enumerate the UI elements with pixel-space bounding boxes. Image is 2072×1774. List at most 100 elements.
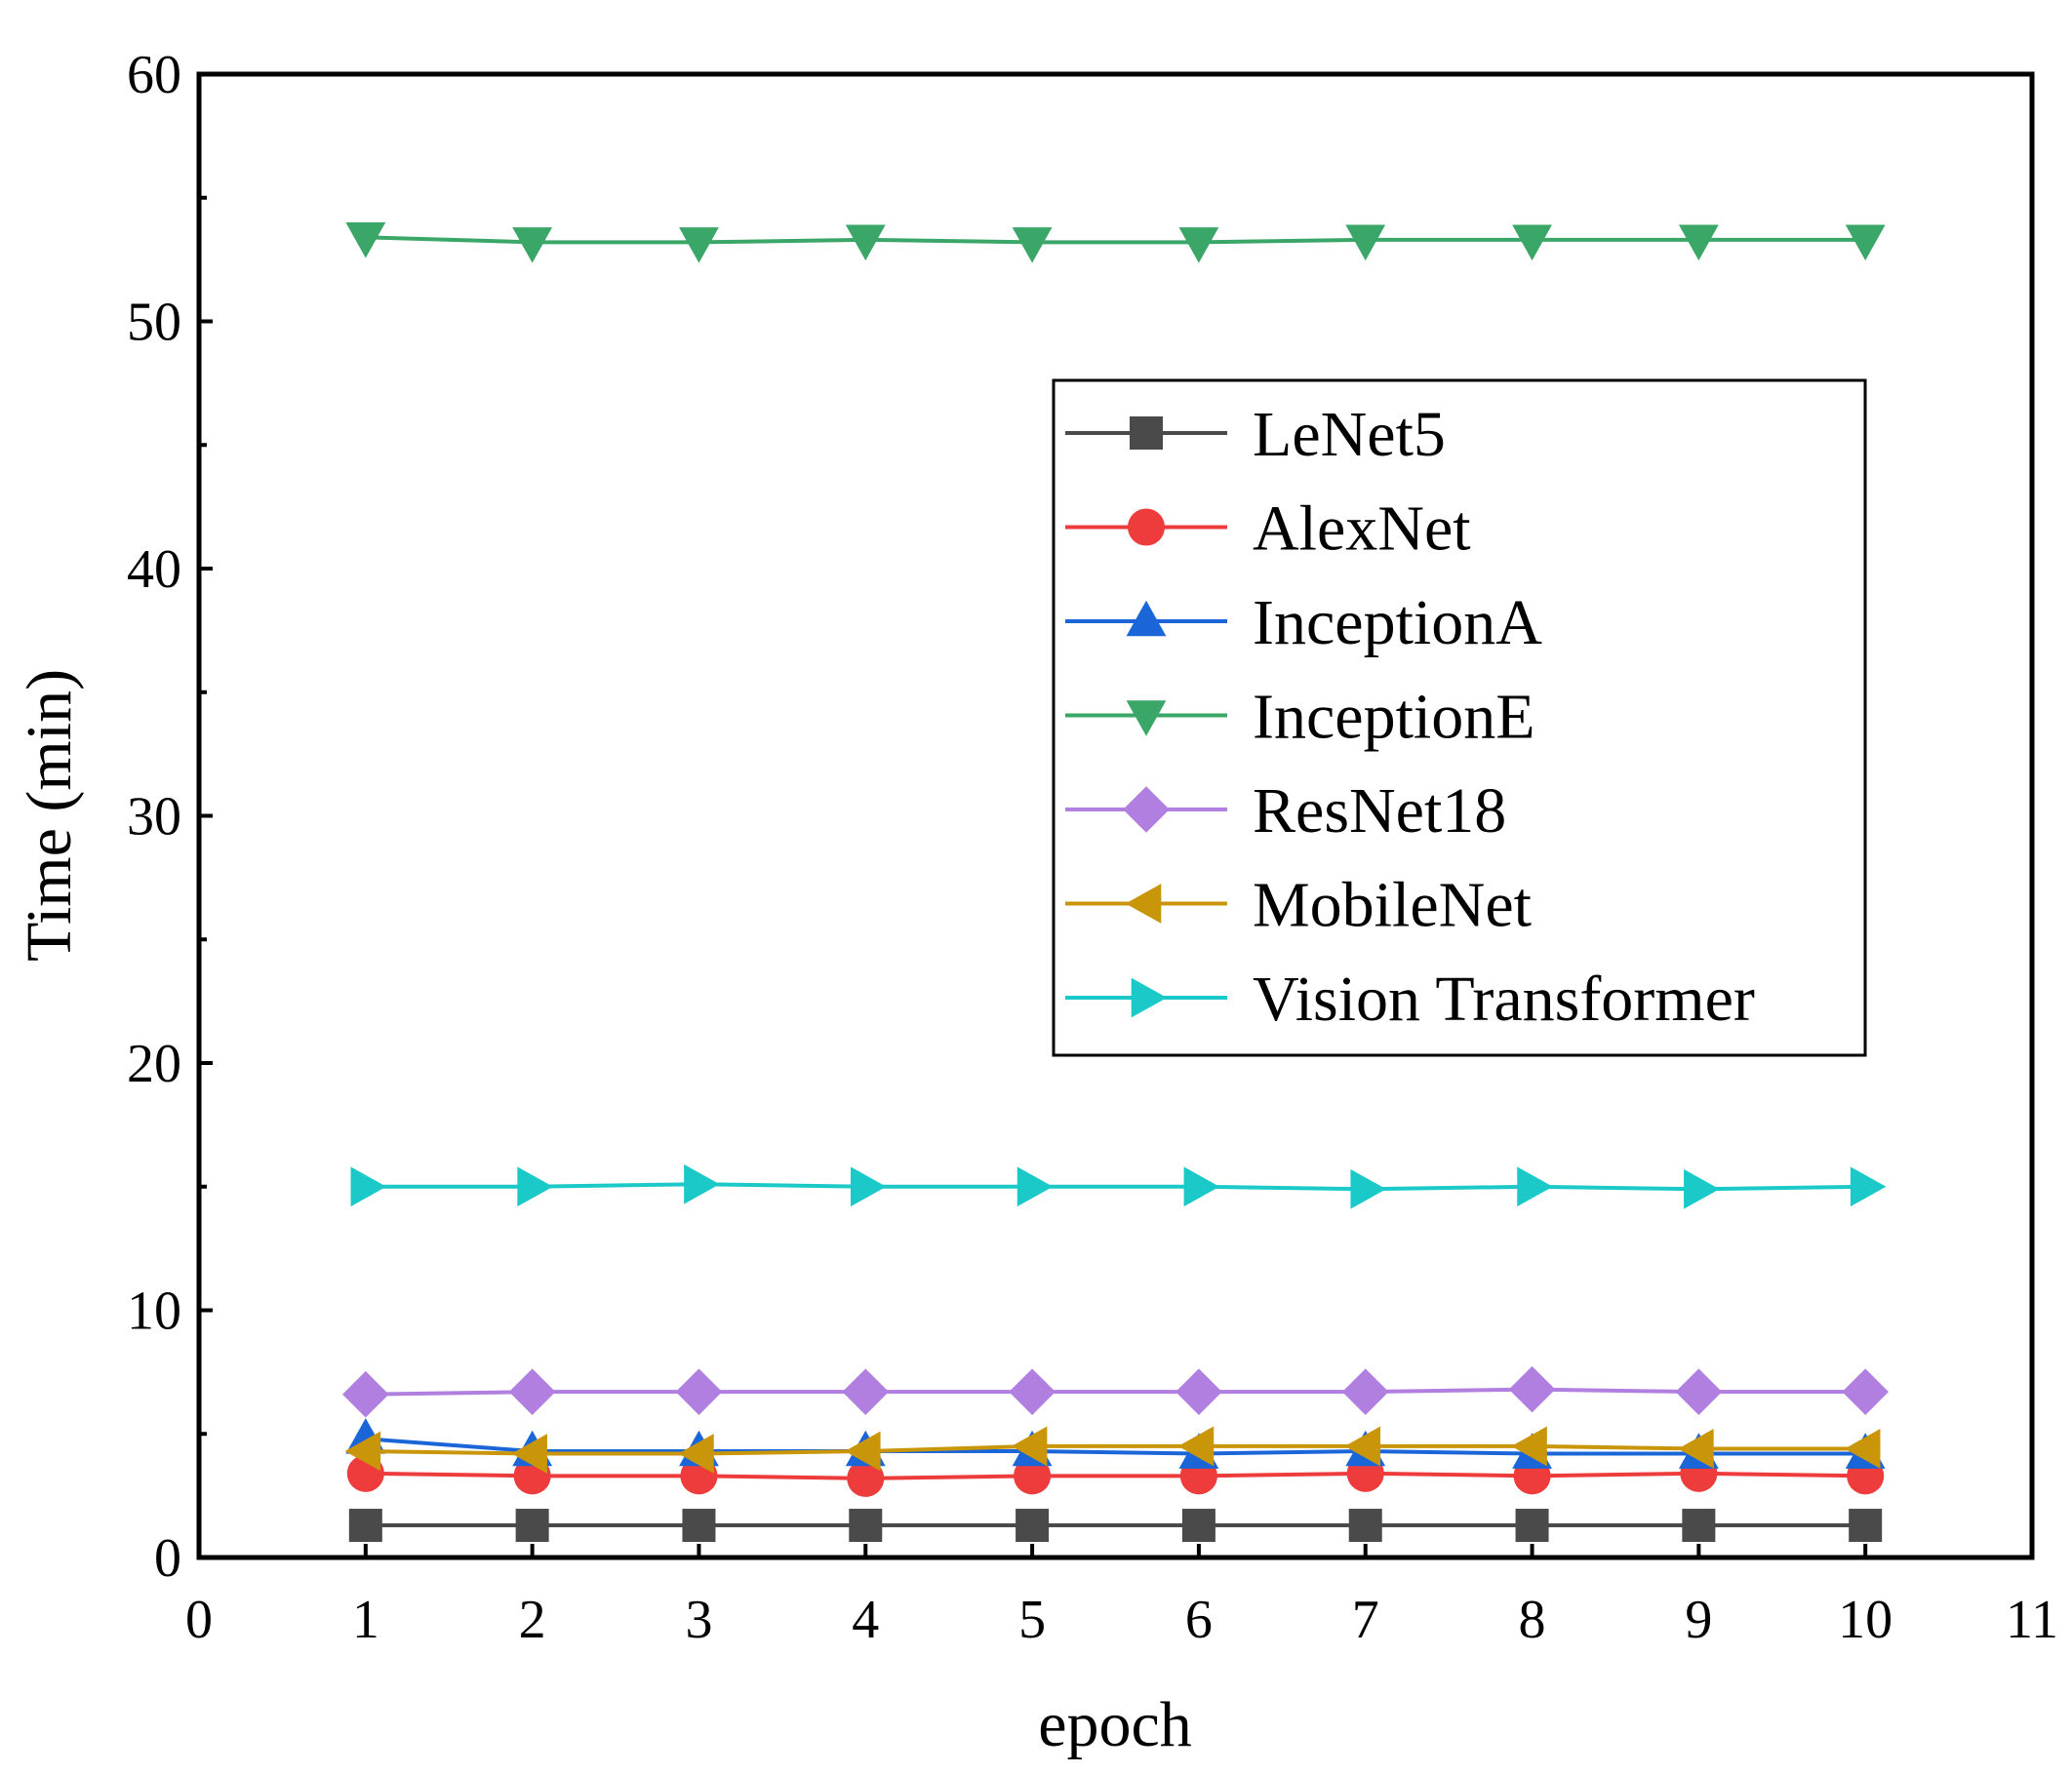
- data-point-mobilenet: [511, 1434, 547, 1474]
- data-point-inceptione: [1345, 224, 1386, 261]
- data-point-resnet18: [675, 1368, 723, 1415]
- x-tick-label: 0: [185, 1590, 213, 1650]
- data-point-resnet18: [1675, 1368, 1723, 1415]
- data-point-lenet5: [1682, 1509, 1716, 1543]
- data-point-inceptione: [845, 224, 886, 261]
- x-tick-label: 3: [685, 1590, 712, 1650]
- data-point-vision-transformer: [1684, 1168, 1720, 1209]
- y-tick-label: 20: [127, 1034, 181, 1094]
- data-point-inceptione: [1845, 224, 1886, 261]
- legend-item-resnet18: ResNet18: [1065, 775, 1506, 847]
- data-point-inceptione: [1678, 224, 1719, 261]
- data-point-vision-transformer: [850, 1166, 887, 1207]
- data-point-inceptione: [345, 222, 386, 258]
- data-point-mobilenet: [678, 1434, 714, 1474]
- series-lenet5: [348, 1509, 1883, 1543]
- y-tick-label: 40: [127, 539, 181, 600]
- x-tick-label: 11: [2006, 1590, 2058, 1650]
- legend-label: Vision Transformer: [1253, 964, 1755, 1035]
- x-tick-label: 10: [1838, 1590, 1893, 1650]
- data-point-lenet5: [1515, 1509, 1549, 1543]
- data-point-lenet5: [515, 1509, 549, 1543]
- data-point-inceptione: [679, 227, 719, 263]
- data-point-vision-transformer: [350, 1166, 387, 1207]
- series-line-inceptiona: [365, 1437, 1866, 1456]
- y-tick-label: 0: [154, 1528, 181, 1589]
- legend-label: ResNet18: [1253, 775, 1506, 847]
- legend-label: MobileNet: [1253, 870, 1532, 941]
- legend-label: InceptionA: [1253, 587, 1542, 658]
- series-alexnet: [346, 1454, 1885, 1497]
- legend-item-inceptione: InceptionE: [1065, 682, 1535, 753]
- series-mobilenet: [344, 1426, 1881, 1474]
- series-vision-transformer: [350, 1163, 1887, 1209]
- x-tick-label: 6: [1185, 1590, 1213, 1650]
- data-point-mobilenet: [1177, 1426, 1215, 1467]
- legend-item-inceptiona: InceptionA: [1065, 587, 1542, 658]
- data-point-alexnet: [847, 1459, 885, 1497]
- data-point-mobilenet: [1344, 1426, 1381, 1467]
- series-inceptiona: [345, 1418, 1886, 1469]
- data-point-inceptione: [1512, 224, 1552, 261]
- legend-item-lenet5: LeNet5: [1065, 399, 1446, 470]
- data-point-resnet18: [1009, 1368, 1056, 1415]
- data-point-lenet5: [849, 1509, 883, 1543]
- data-point-vision-transformer: [1016, 1166, 1054, 1207]
- series-inceptione: [345, 222, 1886, 263]
- series-line-mobilenet: [365, 1443, 1866, 1456]
- series-line-vision-transformer: [365, 1182, 1866, 1192]
- data-point-mobilenet: [1511, 1426, 1547, 1467]
- legend-item-alexnet: AlexNet: [1065, 493, 1471, 565]
- x-tick-label: 8: [1519, 1590, 1546, 1650]
- data-point-mobilenet: [1844, 1429, 1881, 1469]
- legend-marker: [1123, 786, 1170, 833]
- y-tick-label: 50: [127, 293, 181, 353]
- y-tick-label: 60: [127, 45, 181, 105]
- y-tick-label: 30: [127, 787, 181, 848]
- data-point-lenet5: [1348, 1509, 1382, 1543]
- legend-marker: [1127, 508, 1166, 546]
- data-point-lenet5: [1849, 1509, 1883, 1543]
- data-point-mobilenet: [845, 1431, 881, 1472]
- legend-marker: [1125, 884, 1162, 924]
- data-point-resnet18: [508, 1368, 556, 1415]
- series-resnet18: [342, 1365, 1889, 1418]
- y-tick-label: 10: [127, 1281, 181, 1342]
- legend: LeNet5 AlexNet InceptionA InceptionE ResNet1…: [1052, 378, 1867, 1057]
- legend-label: AlexNet: [1253, 493, 1471, 565]
- legend-label: LeNet5: [1253, 399, 1446, 470]
- data-point-mobilenet: [344, 1431, 381, 1472]
- data-point-vision-transformer: [1517, 1166, 1553, 1207]
- series: [342, 222, 1889, 1543]
- legend-item-vision-transformer: Vision Transformer: [1065, 964, 1755, 1035]
- data-point-resnet18: [342, 1370, 389, 1418]
- x-tick-label: 7: [1352, 1590, 1379, 1650]
- x-tick-label: 5: [1018, 1590, 1046, 1650]
- data-point-vision-transformer: [517, 1166, 553, 1207]
- data-point-vision-transformer: [1350, 1168, 1386, 1209]
- legend-box: [1052, 378, 1867, 1057]
- series-line-inceptione: [365, 235, 1866, 245]
- legend-marker: [1126, 600, 1167, 637]
- data-point-vision-transformer: [1183, 1166, 1220, 1207]
- x-tick-label: 4: [852, 1590, 879, 1650]
- legend-marker: [1130, 416, 1163, 450]
- data-point-lenet5: [682, 1509, 716, 1543]
- x-axis-title: epoch: [1038, 1689, 1192, 1760]
- series-line-alexnet: [365, 1471, 1866, 1480]
- data-point-lenet5: [1181, 1509, 1215, 1543]
- data-point-vision-transformer: [1850, 1166, 1887, 1207]
- x-tick-label: 9: [1685, 1590, 1712, 1650]
- data-point-lenet5: [1016, 1509, 1050, 1543]
- legend-marker: [1131, 977, 1168, 1018]
- data-point-inceptione: [1178, 227, 1219, 263]
- x-tick-label: 1: [352, 1590, 379, 1650]
- data-point-inceptione: [1012, 227, 1053, 263]
- data-point-resnet18: [1341, 1368, 1389, 1415]
- data-point-alexnet: [1014, 1457, 1052, 1495]
- data-point-resnet18: [842, 1368, 890, 1415]
- data-point-lenet5: [348, 1509, 382, 1543]
- data-point-resnet18: [1508, 1365, 1556, 1413]
- data-point-resnet18: [1842, 1368, 1889, 1415]
